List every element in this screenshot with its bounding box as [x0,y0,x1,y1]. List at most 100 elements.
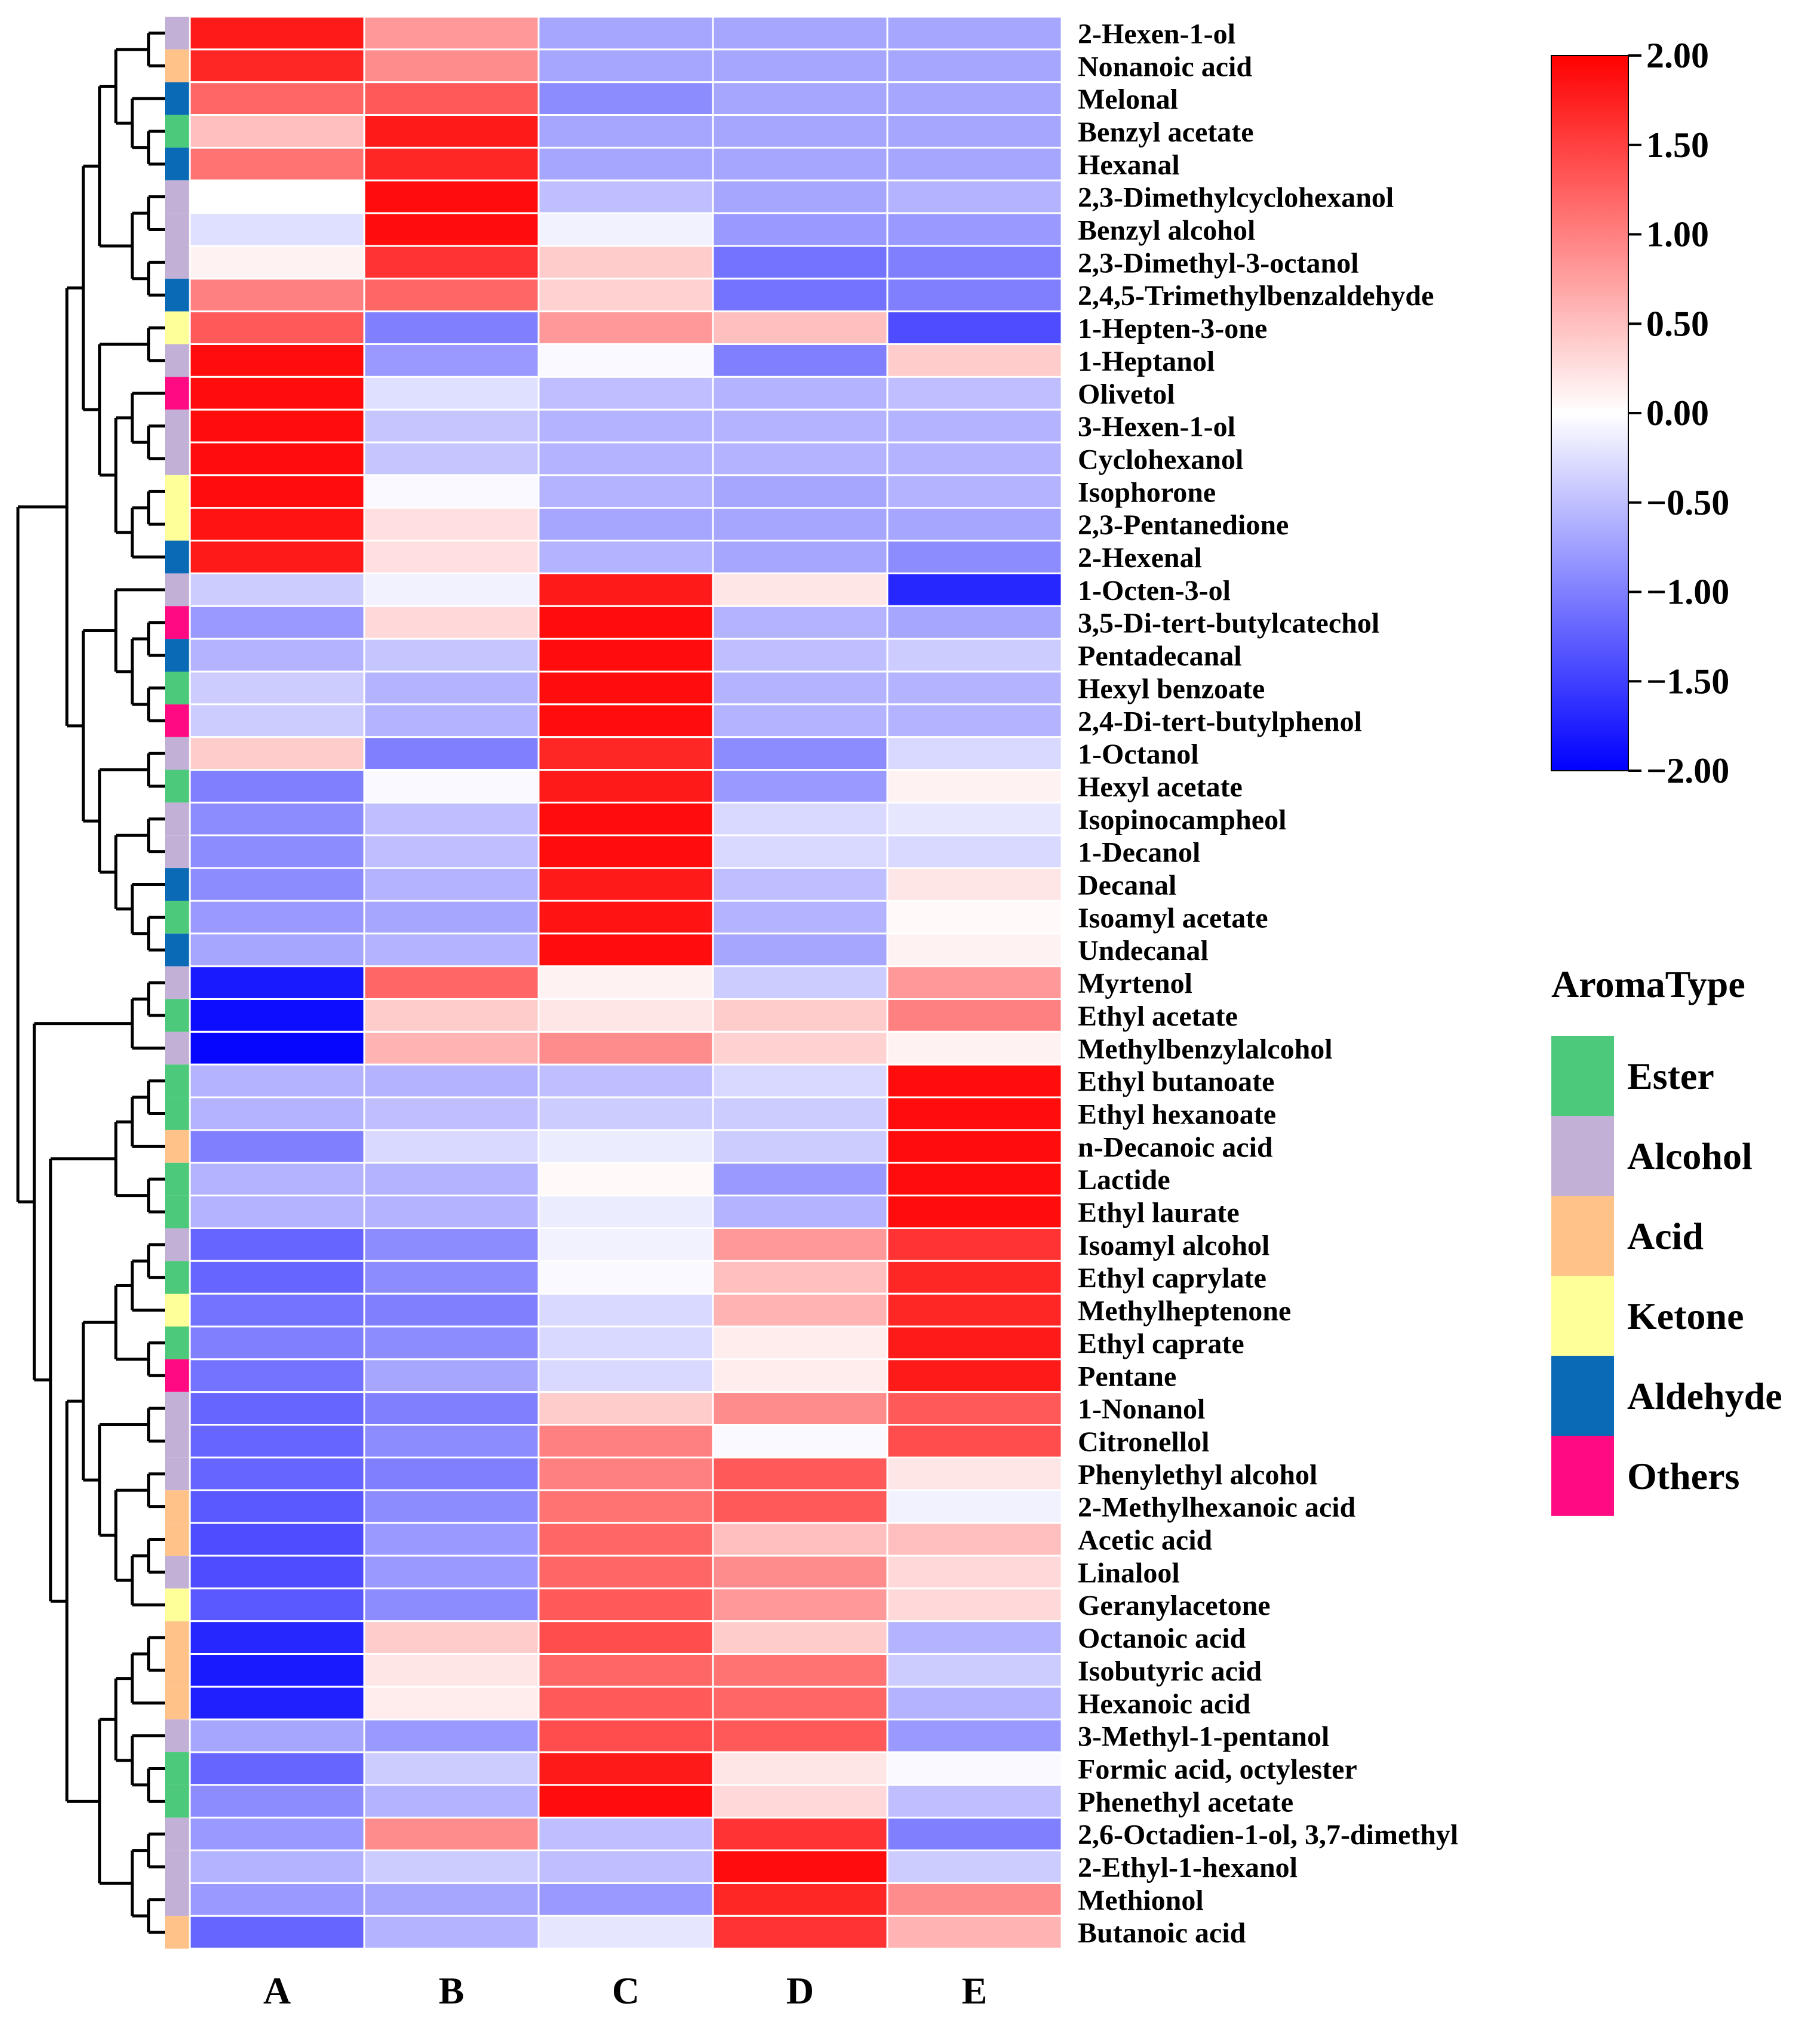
heatmap-cell [189,1129,365,1164]
heatmap-cell [537,900,714,935]
heatmap-cell [363,441,540,476]
heatmap-cell [886,670,1063,706]
heatmap-cell [189,212,365,247]
heatmap-cell [363,278,540,313]
heatmap-cell [886,1620,1063,1655]
heatmap-cell [712,572,889,607]
type-bar-segment [165,1916,190,1949]
heatmap-cell [537,540,714,574]
row-label: 2-Hexenal [1078,542,1202,574]
heatmap-cell [886,605,1063,640]
heatmap-cell [363,900,540,935]
type-bar-segment [165,933,190,967]
type-bar-segment [165,1588,190,1621]
row-label: 1-Heptanol [1078,346,1215,377]
heatmap-cell [363,376,540,411]
heatmap-cell [537,1030,714,1066]
heatmap-cell [537,16,714,51]
heatmap-cell [363,245,540,280]
heatmap-cell [537,1882,714,1917]
heatmap-cell [189,736,365,771]
row-label: n-Decanoic acid [1078,1131,1273,1163]
heatmap-cell [363,212,540,247]
heatmap-cell [537,867,714,902]
heatmap-cell [886,1522,1063,1557]
heatmap-cell [886,1718,1063,1753]
heatmap-cell [363,1325,540,1361]
row-label: Benzyl alcohol [1078,215,1255,247]
heatmap-cell [537,408,714,444]
type-bar-segment [165,1097,190,1130]
heatmap-cell [886,1162,1063,1197]
legend-label: Acid [1627,1215,1704,1257]
heatmap-cell [886,1227,1063,1262]
heatmap-cell [712,146,889,181]
legend-label: Aldehyde [1627,1375,1782,1417]
heatmap-cells [189,16,1063,1950]
type-bar-segment [165,1392,190,1425]
legend-swatch [1551,1196,1614,1276]
heatmap-cell [189,1882,365,1917]
type-bar-segment [165,1294,190,1327]
heatmap-cell [886,1292,1063,1328]
heatmap-cell [886,1784,1063,1819]
type-bar-segment [165,410,190,443]
heatmap-cell [537,670,714,706]
row-label: 2-Ethyl-1-hexanol [1078,1852,1298,1883]
heatmap-cell [363,801,540,836]
heatmap-cell [712,1849,889,1884]
heatmap-cell [189,1849,365,1884]
row-label: 3,5-Di-tert-butylcatechol [1078,608,1379,639]
row-label: Olivetol [1078,378,1175,410]
heatmap-cell [363,1620,540,1655]
heatmap-cell [712,1030,889,1066]
heatmap-cell [886,998,1063,1033]
heatmap-cell [712,1391,889,1426]
heatmap-cell [712,1325,889,1361]
heatmap-cell [363,1391,540,1426]
heatmap-cell [712,1096,889,1131]
heatmap-cell [886,1391,1063,1426]
heatmap-cell [537,1522,714,1557]
heatmap-cell [886,310,1063,346]
row-label: Myrtenol [1078,968,1192,999]
heatmap-cell [189,998,365,1033]
heatmap-cell [189,507,365,542]
heatmap-cell [537,1063,714,1098]
row-label: Cyclohexanol [1078,444,1243,475]
heatmap-cell [712,1587,889,1623]
heatmap-cell [886,834,1063,869]
heatmap-cell [886,1358,1063,1393]
heatmap-cell [189,965,365,1001]
heatmap-cell [886,474,1063,509]
type-bar-segment [165,1228,190,1261]
heatmap-cell [537,1915,714,1950]
heatmap-cell [363,114,540,149]
heatmap-cell [886,16,1063,51]
heatmap-cell [363,1522,540,1557]
heatmap-cell [537,245,714,280]
heatmap-cell [537,1751,714,1786]
heatmap-cell [189,834,365,869]
type-bar-segment [165,1784,190,1818]
type-bar-segment [165,245,190,279]
heatmap-cell [537,638,714,673]
heatmap-cell [189,1685,365,1721]
type-bar-segment [165,900,190,934]
type-bar-segment [165,1130,190,1163]
heatmap-cell [189,48,365,84]
heatmap-cell [189,408,365,444]
colorbar-ticks: 2.00 1.50 1.00 0.50 0.00 −0.50 −1.00 −1.50 −2.00 [1551,36,1729,790]
heatmap-cell [712,474,889,509]
heatmap-cell [537,834,714,869]
heatmap-cell [189,343,365,378]
heatmap-cell [712,1882,889,1917]
heatmap-cell [537,278,714,313]
heatmap-cell [886,1260,1063,1295]
heatmap-cell [712,81,889,116]
heatmap-cell [886,1489,1063,1524]
heatmap-cell [712,1718,889,1753]
heatmap-cell [537,572,714,607]
heatmap-cell [886,932,1063,968]
